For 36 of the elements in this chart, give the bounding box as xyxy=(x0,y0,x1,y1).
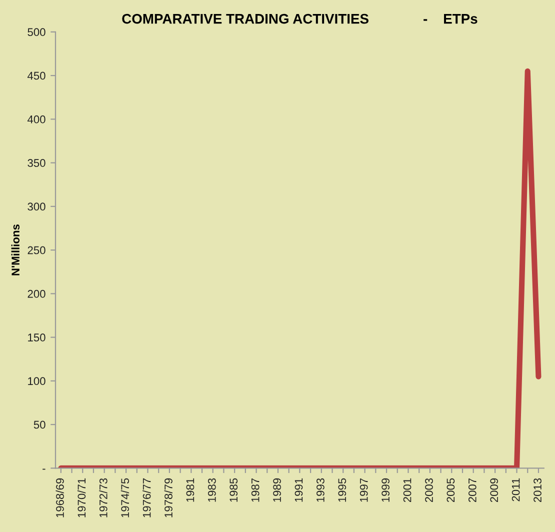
x-tick-label: 2011 xyxy=(512,478,520,502)
y-tick-label: 300 xyxy=(28,202,46,211)
y-tick-label: - xyxy=(42,468,46,470)
x-tick-label: 1968/69 xyxy=(56,478,64,518)
y-tick-label: 50 xyxy=(34,420,46,429)
y-tick-label: 500 xyxy=(28,28,46,36)
x-tick-label: 1991 xyxy=(294,478,303,502)
x-tick-label: 1987 xyxy=(251,478,260,502)
x-tick-label: 1997 xyxy=(360,478,368,502)
x-tick-label: 2009 xyxy=(490,478,498,502)
x-tick-label: 1989 xyxy=(273,478,281,502)
x-tick-label: 1993 xyxy=(316,478,324,502)
x-tick-label: 2001 xyxy=(403,478,412,502)
x-tick-label: 1974/75 xyxy=(120,478,130,518)
x-tick-label: 1978/79 xyxy=(164,478,172,518)
x-tick-label: 2005 xyxy=(446,478,455,502)
x-tick-label: 1976/77 xyxy=(142,478,151,518)
x-tick-label: 1995 xyxy=(338,478,346,502)
y-tick-label: 400 xyxy=(27,115,46,124)
x-tick-label: 1972/73 xyxy=(99,478,108,518)
y-tick-label: 450 xyxy=(27,72,46,80)
x-tick-label: 2007 xyxy=(468,478,476,502)
chart-title: COMPARATIVE TRADING ACTIVITIES - ETPs xyxy=(122,14,478,24)
x-tick-label: 1970/71 xyxy=(77,478,86,518)
x-tick-label: 1985 xyxy=(230,478,238,502)
x-tick-label: 1983 xyxy=(208,478,216,502)
x-tick-label: 2003 xyxy=(425,478,433,502)
x-tick-label: 1999 xyxy=(382,478,390,502)
y-tick-label: 150 xyxy=(28,334,46,342)
y-tick-label: 350 xyxy=(28,159,46,167)
y-tick-label: 200 xyxy=(28,290,46,298)
y-tick-label: 250 xyxy=(28,246,46,254)
y-axis-title: N'Millions xyxy=(11,224,20,276)
x-tick-label: 1981 xyxy=(186,478,194,502)
x-tick-label: 2013 xyxy=(534,478,542,502)
y-tick-label: 100 xyxy=(28,377,46,386)
